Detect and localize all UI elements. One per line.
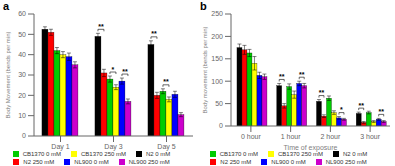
svg-text:150: 150 — [211, 55, 223, 62]
svg-text:Time of exposure: Time of exposure — [284, 144, 338, 152]
svg-text:50: 50 — [215, 100, 223, 107]
html-text:CB1370 0 mM: CB1370 0 mM — [22, 151, 61, 157]
svg-text:Day 5: Day 5 — [157, 143, 175, 151]
svg-text:**: ** — [151, 30, 157, 37]
html-text:CB1370 250 mM: CB1370 250 mM — [81, 151, 126, 157]
svg-text:20: 20 — [18, 92, 26, 99]
html-text:NL900 250 mM: NL900 250 mM — [325, 159, 367, 165]
svg-text:1 hour: 1 hour — [281, 133, 302, 140]
svg-text:100: 100 — [211, 78, 223, 85]
svg-text:Body movement (bends per min): Body movement (bends per min) — [202, 26, 208, 113]
html-text:CB1370 250 mM: CB1370 250 mM — [278, 151, 323, 157]
svg-text:200: 200 — [211, 33, 223, 40]
svg-text:10: 10 — [18, 112, 26, 119]
html-text:a: a — [3, 0, 10, 12]
html-text:NL900 0 mM: NL900 0 mM — [271, 159, 306, 165]
svg-text:**: ** — [98, 23, 104, 30]
svg-text:Body Movement (bends per min): Body Movement (bends per min) — [5, 31, 11, 118]
svg-text:0: 0 — [22, 132, 26, 139]
svg-text:30: 30 — [18, 71, 26, 78]
svg-text:0: 0 — [219, 122, 223, 129]
svg-text:**: ** — [122, 68, 128, 75]
svg-text:**: ** — [279, 73, 285, 80]
svg-text:250: 250 — [211, 10, 223, 17]
svg-text:**: ** — [299, 71, 305, 78]
svg-text:60: 60 — [18, 10, 26, 17]
svg-text:*: * — [340, 106, 343, 113]
svg-text:**: ** — [378, 108, 384, 115]
svg-text:**: ** — [163, 78, 169, 85]
svg-text:50: 50 — [18, 31, 26, 38]
html-text:N2 0 mM: N2 0 mM — [343, 151, 368, 157]
html-text:NL900 250 mM: NL900 250 mM — [128, 159, 170, 165]
svg-text:**: ** — [319, 89, 325, 96]
svg-text:Day 1: Day 1 — [51, 143, 69, 151]
svg-text:**: ** — [358, 102, 364, 109]
html-text:b: b — [200, 0, 207, 12]
html-text:CB1370 0 mM: CB1370 0 mM — [219, 151, 258, 157]
svg-text:40: 40 — [18, 51, 26, 58]
svg-text:3 hour: 3 hour — [360, 133, 381, 140]
html-text:N2 0 mM: N2 0 mM — [146, 151, 171, 157]
html-text:N2 250 mM: N2 250 mM — [220, 159, 252, 165]
svg-text:0 hour: 0 hour — [241, 133, 262, 140]
svg-text:2 hour: 2 hour — [320, 133, 341, 140]
svg-text:Day 3: Day 3 — [104, 143, 122, 151]
html-text:N2 250 mM: N2 250 mM — [23, 159, 55, 165]
html-text:NL900 0 mM: NL900 0 mM — [74, 159, 109, 165]
svg-text:*: * — [112, 66, 115, 73]
